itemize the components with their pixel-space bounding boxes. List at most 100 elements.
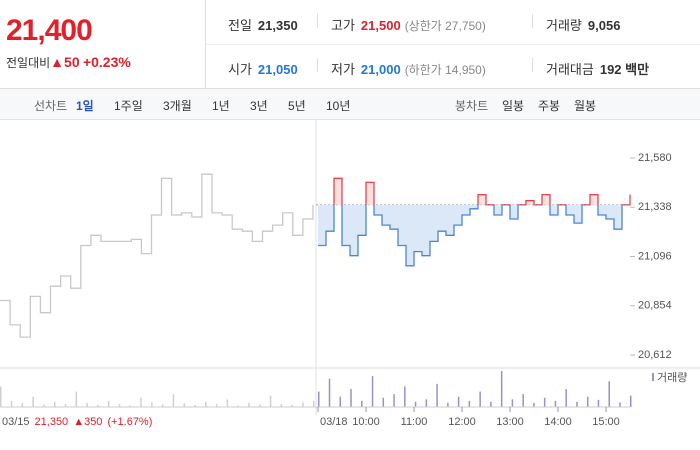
volume-bar — [97, 404, 99, 407]
stat-label: 고가 — [331, 18, 355, 33]
volume-bar — [172, 394, 175, 407]
x-tick-label: 10:00 — [352, 416, 380, 428]
price-line — [0, 173, 314, 338]
y-tick-label: 21,580 — [638, 152, 672, 164]
tab[interactable]: 1일 — [76, 99, 94, 113]
volume-bar — [630, 395, 632, 407]
stat-label: 시가 — [228, 62, 252, 77]
stat-value: 21,350 — [257, 18, 298, 33]
x-tick-label: 14:00 — [544, 416, 572, 428]
volume-bar — [183, 403, 185, 407]
tab[interactable]: 5년 — [288, 99, 306, 113]
x-tick-label: 12:00 — [448, 416, 476, 428]
x-tick-label: 15:00 — [592, 416, 620, 428]
stat: 거래량 9,056 — [546, 15, 620, 34]
stat-value: 21,500 — [360, 18, 401, 33]
volume-bar — [318, 391, 320, 407]
volume-bar — [533, 402, 535, 407]
stat-label: 전일 — [228, 18, 252, 33]
volume-bar — [205, 401, 207, 407]
tab[interactable]: 10년 — [326, 99, 351, 113]
volume-bar — [619, 402, 621, 407]
volume-bar — [86, 402, 88, 407]
volume-bar — [75, 391, 78, 407]
stats-row: 시가 21,050 저가 21,000 (하한가 14,950) 거래대금 192 백만 — [206, 44, 700, 88]
y-tick-label: 21,338 — [638, 201, 672, 213]
y-tick-label: 21,096 — [638, 250, 672, 262]
volume-bar — [64, 403, 67, 407]
volume-bar — [586, 396, 589, 407]
tab[interactable]: 일봉 — [502, 99, 525, 113]
volume-bar — [414, 401, 417, 407]
volume-bar — [161, 404, 164, 407]
volume-bar — [361, 400, 363, 407]
tab[interactable]: 월봉 — [574, 99, 597, 113]
volume-bar — [215, 403, 218, 407]
tab[interactable]: 1주일 — [114, 99, 143, 113]
volume-bar — [291, 404, 293, 407]
price: 21,400 — [6, 14, 93, 47]
area-down — [318, 204, 630, 266]
legend-part: ▲350 — [73, 416, 102, 428]
volume-bar — [597, 399, 600, 407]
stat-extra: (하한가 14,950) — [404, 63, 486, 77]
volume-bar — [226, 399, 229, 407]
volume-bar — [500, 371, 503, 407]
x-tick-label: 03/18 — [320, 416, 348, 428]
volume-bar — [237, 405, 239, 407]
volume-bar — [404, 386, 406, 407]
stat-label: 거래량 — [546, 18, 582, 33]
volume-bar — [339, 396, 342, 407]
volume-bar — [302, 402, 304, 407]
stats-row: 전일 21,350 고가 21,500 (상한가 27,750) 거래량 9,056 — [206, 0, 700, 45]
volume-bar — [468, 400, 471, 407]
volume-bar — [313, 400, 315, 407]
stat: 전일 21,350 — [228, 15, 298, 34]
legend-label: 거래량 — [657, 371, 687, 384]
volume-bar — [21, 402, 24, 407]
stat-label: 거래대금 — [546, 62, 594, 77]
tab-bar: 선차트 1일 1주일 3개월 1년 3년 5년 10년 봉차트 일봉 주봉 월봉 — [0, 89, 700, 120]
volume-bar — [522, 394, 524, 407]
tab[interactable]: 1년 — [212, 99, 230, 113]
volume-bar — [269, 395, 272, 407]
volume-bar — [565, 389, 567, 407]
prev-legend: 03/15 21,350 ▲350 (+1.67%) — [2, 416, 152, 428]
volume-bar — [554, 400, 557, 407]
volume-bar — [248, 402, 250, 407]
tab[interactable]: 주봉 — [538, 99, 561, 113]
divider — [317, 58, 318, 72]
tab-group-label: 선차트 — [34, 99, 68, 113]
chart: 21,580 21,338 21,096 20,854 20,612 거래량 03/18 10… — [0, 119, 700, 428]
stat-extra: (상한가 27,750) — [404, 19, 486, 33]
line-up — [333, 177, 631, 205]
volume-bar — [393, 394, 395, 407]
legend-part: (+1.67%) — [107, 416, 152, 428]
volume-bar — [436, 383, 438, 407]
volume-bar — [32, 396, 34, 407]
stat-value: 9,056 — [587, 18, 621, 33]
stat: 고가 21,500 (상한가 27,750) — [331, 15, 486, 34]
volume-bar — [53, 401, 56, 407]
divider — [532, 58, 533, 72]
divider — [532, 14, 533, 28]
tab[interactable]: 3년 — [250, 99, 268, 113]
y-tick-label: 20,854 — [638, 300, 672, 312]
legend-part: 03/15 — [2, 416, 30, 428]
volume-bar — [425, 399, 428, 407]
volume-bar — [107, 400, 110, 407]
volume-bar — [543, 397, 546, 407]
stat: 거래대금 192 백만 — [546, 59, 649, 78]
stat-value: 21,000 — [360, 62, 401, 77]
volume-bar — [576, 401, 578, 407]
change-pct: +0.23% — [82, 54, 131, 70]
volume-bar — [457, 396, 460, 407]
stat-label: 저가 — [331, 62, 355, 77]
legend-part: 21,350 — [35, 416, 69, 428]
volume-bar — [43, 404, 45, 407]
tab[interactable]: 3개월 — [163, 99, 192, 113]
change: 전일대비▲50 +0.23% — [6, 54, 131, 71]
volume-bar — [479, 391, 481, 407]
y-tick-label: 20,612 — [638, 349, 672, 361]
